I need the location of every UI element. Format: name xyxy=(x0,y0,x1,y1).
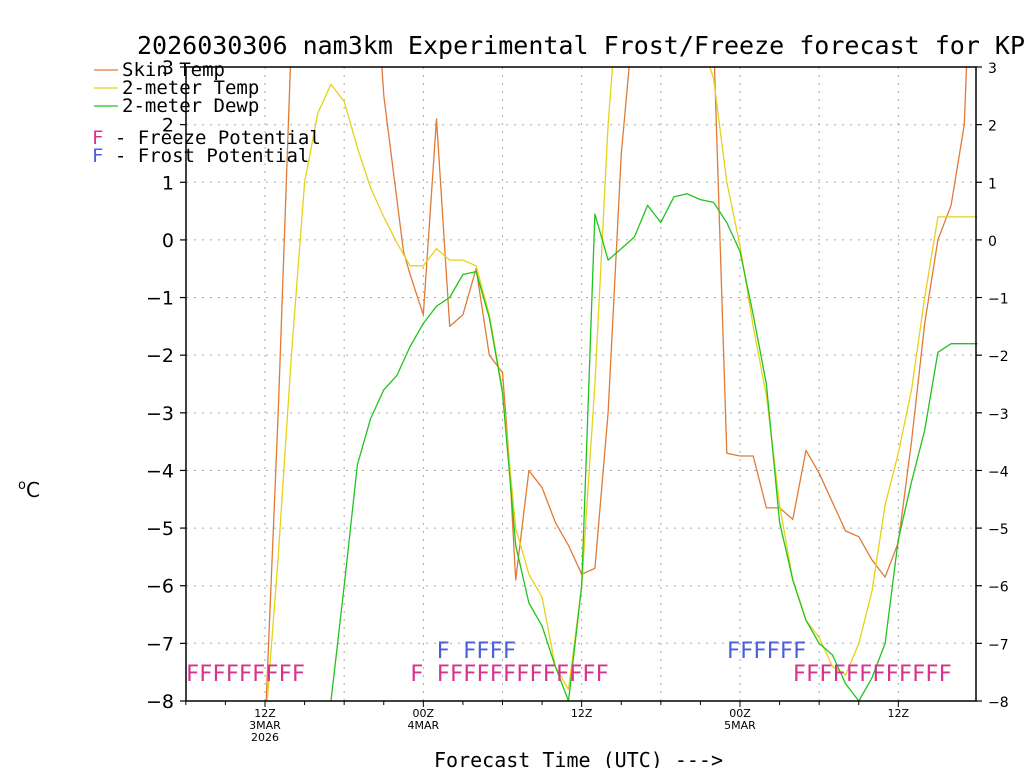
frost-flag-row: F FFFF xyxy=(437,639,516,664)
flag-rows: FFFFFFFFF F FFFFFFFFFFFFF FFFFFFFFFFFF F FF… xyxy=(186,639,952,687)
y-tick-label-right: 2 xyxy=(988,119,997,135)
legend-flag-entry: F - Freeze Potential xyxy=(92,127,321,149)
freeze-flag-row: FFFFFFFFF xyxy=(186,662,305,687)
y-tick-label-right: −8 xyxy=(988,695,1009,711)
grid xyxy=(186,67,976,701)
freeze-flag-row: F FFFFFFFFFFFFF xyxy=(410,662,609,687)
y-tick-label: −4 xyxy=(146,460,174,482)
y-tick-label: −6 xyxy=(146,576,174,598)
plot-bottom-mask xyxy=(0,701,1024,768)
legend-flag-entry: F - Frost Potential xyxy=(92,145,309,167)
plot-frame xyxy=(185,66,977,702)
legend-label: 2-meter Dewp xyxy=(122,95,259,117)
chart-title: 2026030306 nam3km Experimental Frost/Fre… xyxy=(137,31,1024,60)
y-axis-label: oC xyxy=(18,478,40,502)
series-layer xyxy=(264,0,978,730)
legend-flag-label: - Frost Potential xyxy=(103,145,309,167)
x-tick-label: 00Z xyxy=(413,707,435,720)
legend-label: 2-meter Temp xyxy=(122,77,259,99)
x-tick-label: 4MAR xyxy=(407,719,439,732)
y-tick-label: −5 xyxy=(146,518,174,540)
x-tick-label: 5MAR xyxy=(724,719,756,732)
y-tick-label-right: −5 xyxy=(988,522,1009,538)
y-tick-label: −7 xyxy=(146,633,174,655)
axes: −8 −8 −7 −7 −6 −6 −5 −5 −4 −4 −3 −3 −2 −2 −1 −1 0 0 1 1 2 2 3 3… xyxy=(146,57,1009,744)
series-2-meter-temp xyxy=(264,0,978,730)
y-tick-label-right: 1 xyxy=(988,176,997,192)
y-tick-label: −2 xyxy=(146,345,174,367)
legend-label: Skin Temp xyxy=(122,59,225,81)
plot-top-mask xyxy=(0,0,1024,67)
x-tick-label: 3MAR xyxy=(249,719,281,732)
x-tick-label: 2026 xyxy=(251,731,279,744)
legend-flag-glyph: F xyxy=(92,145,103,167)
legend-flag-label: - Freeze Potential xyxy=(103,127,320,149)
y-axis-label-degree: o xyxy=(18,478,26,493)
x-tick-label: 12Z xyxy=(254,707,276,720)
y-tick-label: 2 xyxy=(162,115,174,137)
series-2-meter-dewp xyxy=(330,193,978,702)
frost-flag-row: FFFFFF xyxy=(727,639,806,664)
y-tick-label: 0 xyxy=(162,230,174,252)
y-tick-label-right: 3 xyxy=(988,61,997,77)
y-tick-label: 3 xyxy=(162,57,174,79)
y-tick-label-right: −3 xyxy=(988,407,1009,423)
y-tick-label-right: −4 xyxy=(988,464,1009,480)
freeze-flag-row: FFFFFFFFFFFF xyxy=(793,662,952,687)
y-tick-label-right: −2 xyxy=(988,349,1009,365)
y-axis-label-unit: C xyxy=(26,478,40,502)
x-axis-label: Forecast Time (UTC) ---> xyxy=(434,748,723,768)
y-tick-label: 1 xyxy=(162,172,174,194)
y-tick-label: −8 xyxy=(146,691,174,713)
y-tick-label-right: −6 xyxy=(988,580,1009,596)
y-tick-label-right: −7 xyxy=(988,637,1009,653)
y-tick-label: −3 xyxy=(146,403,174,425)
x-tick-label: 12Z xyxy=(571,707,593,720)
y-tick-label-right: −1 xyxy=(988,292,1009,308)
x-tick-label: 12Z xyxy=(888,707,910,720)
x-tick-label: 00Z xyxy=(729,707,751,720)
y-tick-label-right: 0 xyxy=(988,234,997,250)
legend-flag-glyph: F xyxy=(92,127,103,149)
series-skin-temp xyxy=(264,0,970,730)
y-tick-label: −1 xyxy=(146,288,174,310)
